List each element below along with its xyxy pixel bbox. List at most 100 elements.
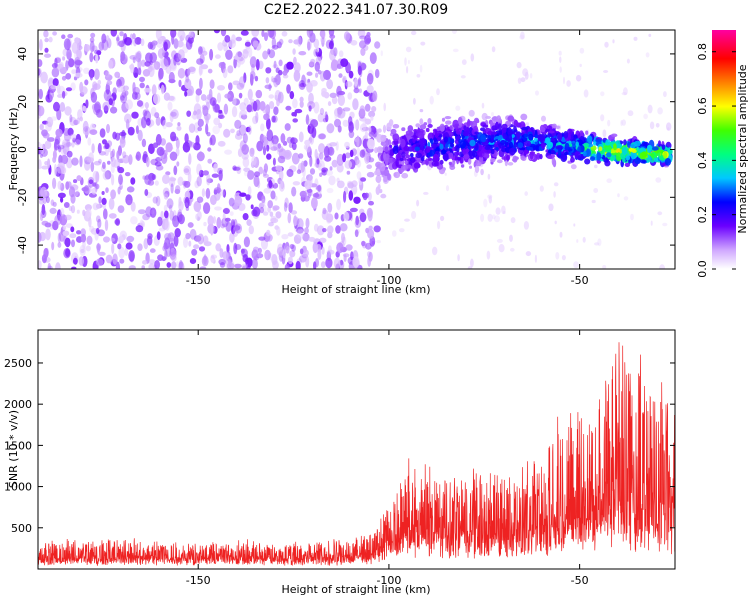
spectrogram-cell: [80, 104, 85, 111]
spectrogram-cell: [288, 202, 293, 214]
spectrogram-cell: [260, 123, 265, 132]
spectrogram-cell: [95, 171, 100, 183]
spectrogram-cell: [214, 206, 222, 211]
spectrogram-cell: [142, 260, 148, 265]
spectrogram-cell: [122, 85, 129, 91]
spectrogram-cell: [264, 249, 271, 261]
spectrogram-cell: [308, 236, 316, 242]
spectrogram-cell: [379, 188, 383, 194]
spectrogram-cell: [354, 229, 359, 238]
spectrogram-cell: [151, 174, 157, 180]
spectrogram-cell: [348, 116, 353, 126]
spectrogram-cell: [600, 91, 605, 97]
spectrogram-cell: [317, 184, 322, 192]
spectrogram-cell: [206, 173, 211, 186]
spectrogram-cell: [357, 30, 366, 38]
spectrogram-cell: [321, 246, 325, 255]
spectrogram-cell: [54, 135, 61, 145]
spectrogram-cell: [241, 263, 246, 269]
spectrogram-cell: [235, 223, 242, 234]
spectrogram-cell: [241, 144, 249, 155]
spectrogram-cell: [384, 146, 389, 153]
spectrogram-cell: [560, 153, 568, 163]
spectrogram-cell: [382, 124, 387, 133]
spectrogram-cell: [64, 237, 71, 248]
spectrogram-cell: [124, 172, 131, 177]
spectrogram-cell: [177, 49, 185, 61]
spectrogram-cell: [62, 230, 70, 237]
spectrogram-cell: [251, 209, 258, 217]
spectrogram-cell: [595, 139, 602, 143]
spectrogram-cell: [503, 210, 506, 215]
spectrogram-cell: [488, 135, 492, 139]
spectrogram-cell: [359, 40, 367, 49]
spectrogram-cell: [194, 180, 200, 189]
spectrogram-cell: [211, 173, 219, 178]
spectrogram-cell: [319, 237, 327, 243]
spectrogram-cell: [358, 88, 362, 93]
spectrogram-cell: [494, 215, 500, 223]
spectrogram-cell: [166, 245, 171, 258]
spectrogram-cell: [38, 105, 45, 117]
spectrogram-cell: [254, 75, 259, 82]
spectrogram-cell: [553, 182, 559, 187]
spectrogram-cell: [365, 38, 372, 44]
spectrogram-cell: [356, 135, 360, 148]
spectrogram-cell: [64, 214, 72, 221]
spectrogram-cell: [110, 30, 117, 37]
spectrogram-cell: [83, 67, 90, 75]
spectrogram-cell: [150, 210, 155, 215]
spectrogram-cell: [559, 66, 562, 73]
spectrogram-cell: [467, 158, 472, 165]
spectrogram-cell: [157, 216, 163, 227]
spectrogram-cell: [185, 74, 190, 83]
spectrogram-cell: [513, 119, 518, 127]
spectrogram-cell: [213, 187, 222, 194]
spectrogram-cell: [248, 47, 253, 58]
spectrogram-cell: [171, 109, 179, 120]
spectrogram-cell: [490, 133, 495, 141]
spectrogram-cell: [73, 179, 78, 184]
spectrogram-cell: [557, 148, 562, 156]
spectrogram-cell: [43, 30, 49, 38]
spectrogram-cell: [90, 91, 98, 103]
spectrogram-cell: [539, 153, 543, 160]
spectrogram-cell: [271, 254, 278, 266]
spectrogram-cell: [487, 194, 493, 199]
spectrogram-cell: [244, 170, 248, 177]
spectrogram-cell: [510, 247, 515, 252]
spectrogram-cell: [483, 152, 490, 159]
spectrogram-cell: [430, 139, 434, 145]
spectrogram-cell: [196, 196, 204, 203]
spectrogram-cell: [520, 31, 525, 40]
spectrogram-cell: [360, 47, 366, 57]
spectrogram-cell: [47, 262, 52, 269]
spectrogram-cell: [139, 76, 145, 83]
spectrogram-cell: [133, 38, 137, 47]
spectrogram-cell: [371, 106, 377, 112]
spectrogram-cell: [336, 242, 344, 254]
spectrogram-cell: [557, 132, 563, 141]
spectrogram-cell: [657, 107, 663, 115]
spectrogram-cell: [51, 67, 60, 78]
spectrogram-cell: [91, 143, 95, 154]
spectrogram-cell: [507, 126, 512, 136]
spectrogram-cell: [399, 228, 405, 233]
spectrogram-cell: [51, 241, 55, 251]
spectrogram-cell: [305, 217, 310, 229]
spectrogram-cell: [61, 90, 66, 99]
spectrogram-cell: [523, 221, 530, 230]
spectrogram-cell: [246, 219, 252, 227]
spectrogram-cell: [337, 90, 346, 96]
spectrogram-cell: [395, 158, 399, 167]
spectrogram-cell: [169, 247, 177, 260]
spectrogram-cell: [407, 59, 410, 65]
spectrogram-cell: [308, 92, 314, 105]
spectrogram-cell: [526, 146, 534, 151]
spectrogram-cell: [243, 72, 247, 83]
spectrogram-cell: [52, 201, 57, 207]
spectrogram-cell: [541, 143, 545, 150]
spectrogram-cell: [392, 145, 399, 155]
spectrogram-cell: [298, 51, 307, 56]
spectrogram-cell: [222, 251, 229, 260]
